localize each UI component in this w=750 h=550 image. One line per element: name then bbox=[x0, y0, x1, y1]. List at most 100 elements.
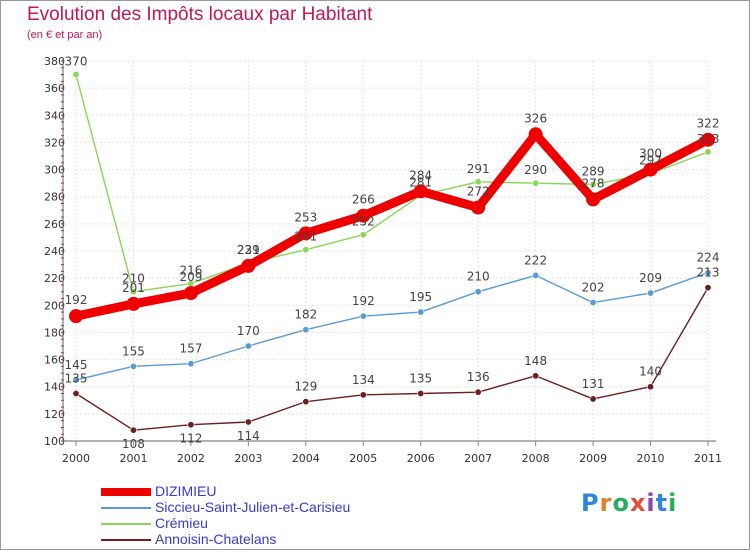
x-tick-label: 2004 bbox=[292, 452, 320, 465]
x-tick-label: 2008 bbox=[522, 452, 550, 465]
data-label-3: 134 bbox=[352, 373, 375, 387]
x-tick-label: 2006 bbox=[407, 452, 435, 465]
data-point-3 bbox=[704, 284, 712, 292]
data-label-3: 135 bbox=[409, 372, 432, 386]
data-point-3 bbox=[129, 426, 137, 434]
x-tick-label: 2003 bbox=[234, 452, 262, 465]
data-point-2 bbox=[359, 231, 367, 239]
series-line-0 bbox=[71, 129, 713, 321]
data-label-0: 284 bbox=[409, 168, 432, 182]
line-chart: 100 120 140 160 180 200 220 240 260 280 300 320 340 3… bbox=[44, 55, 722, 465]
data-label-0: 266 bbox=[352, 193, 375, 207]
data-point-3 bbox=[647, 383, 655, 391]
data-point-0 bbox=[528, 127, 543, 142]
data-point-2 bbox=[704, 148, 712, 156]
proxiti-logo: Proxiti bbox=[581, 489, 677, 517]
data-label-2: 313 bbox=[697, 132, 720, 146]
data-point-3 bbox=[187, 421, 195, 429]
data-point-0 bbox=[643, 162, 658, 177]
data-point-3 bbox=[302, 398, 310, 406]
data-label-3: 114 bbox=[237, 429, 260, 443]
data-point-3 bbox=[244, 418, 252, 426]
series-line-3 bbox=[75, 286, 709, 431]
data-label-1: 157 bbox=[179, 342, 202, 356]
data-point-1 bbox=[244, 342, 252, 350]
legend-label: Siccieu-Saint-Julien-et-Carisieu bbox=[155, 499, 351, 515]
legend-label: DIZIMIEU bbox=[155, 483, 217, 499]
data-point-0 bbox=[356, 208, 371, 223]
data-label-1: 182 bbox=[294, 308, 317, 322]
x-tick-label: 2010 bbox=[637, 452, 665, 465]
y-tick-label: 340 bbox=[44, 109, 65, 122]
x-tick-label: 2000 bbox=[62, 452, 90, 465]
legend-swatch bbox=[101, 523, 151, 525]
data-label-layer: 135 108 112 114 129 134 135 136 148 131 140 213 145 1… bbox=[65, 55, 720, 452]
y-tick-label: 140 bbox=[44, 381, 65, 394]
logo-letter: x bbox=[629, 489, 647, 517]
data-point-1 bbox=[532, 271, 540, 279]
data-point-1 bbox=[417, 308, 425, 316]
data-label-1: 155 bbox=[122, 344, 145, 358]
legend-swatch bbox=[101, 539, 151, 541]
data-point-0 bbox=[413, 184, 428, 199]
data-label-0: 278 bbox=[582, 176, 605, 190]
data-point-3 bbox=[474, 388, 482, 396]
chart-title: Evolution des Impôts locaux par Habitant bbox=[27, 4, 373, 25]
data-label-3: 140 bbox=[639, 365, 662, 379]
data-point-3 bbox=[72, 389, 80, 397]
logo-letter: o bbox=[612, 489, 630, 517]
data-point-1 bbox=[589, 299, 597, 307]
data-label-0: 229 bbox=[237, 243, 260, 257]
data-point-1 bbox=[704, 269, 712, 277]
data-point-0 bbox=[586, 192, 601, 207]
data-point-1 bbox=[474, 288, 482, 296]
logo-letter: i bbox=[646, 489, 656, 517]
data-point-0 bbox=[701, 132, 715, 147]
x-tick-label: 2001 bbox=[119, 452, 147, 465]
data-label-1: 210 bbox=[467, 270, 490, 284]
series-layer bbox=[69, 71, 715, 434]
data-label-3: 131 bbox=[582, 377, 605, 391]
data-label-0: 300 bbox=[639, 147, 662, 161]
data-label-3: 112 bbox=[179, 432, 202, 446]
y-tick-label: 160 bbox=[44, 354, 65, 367]
y-tick-label: 380 bbox=[44, 55, 65, 68]
series-line-2 bbox=[75, 73, 709, 293]
data-point-3 bbox=[417, 389, 425, 397]
x-tick-label: 2011 bbox=[694, 452, 722, 465]
y-tick-label: 300 bbox=[44, 164, 65, 177]
data-label-0: 322 bbox=[697, 117, 720, 131]
y-tick-label: 100 bbox=[44, 435, 65, 448]
x-tick-label: 2002 bbox=[177, 452, 205, 465]
data-label-2: 291 bbox=[467, 162, 490, 176]
data-label-0: 272 bbox=[467, 185, 490, 199]
data-point-3 bbox=[532, 372, 540, 380]
data-point-1 bbox=[647, 289, 655, 297]
chart-subtitle: (en € et par an) bbox=[27, 29, 103, 41]
data-label-2: 281 bbox=[409, 175, 432, 189]
data-label-2: 216 bbox=[179, 264, 202, 278]
y-tick-label: 360 bbox=[44, 82, 65, 95]
data-label-1: 209 bbox=[639, 271, 662, 285]
x-tick-label: 2007 bbox=[464, 452, 492, 465]
y-tick-label: 120 bbox=[44, 408, 65, 421]
legend-label: Annoisin-Chatelans bbox=[155, 531, 277, 547]
data-label-3: 135 bbox=[65, 372, 88, 386]
legend-label: Crémieu bbox=[155, 515, 208, 531]
x-tick-label: 2005 bbox=[349, 452, 377, 465]
data-label-1: 145 bbox=[65, 358, 88, 372]
y-tick-label: 200 bbox=[44, 299, 65, 312]
data-label-1: 222 bbox=[524, 253, 547, 267]
data-label-1: 195 bbox=[409, 290, 432, 304]
y-tick-label: 220 bbox=[44, 272, 65, 285]
data-label-2: 370 bbox=[65, 55, 88, 69]
data-point-0 bbox=[298, 226, 313, 241]
data-label-1: 224 bbox=[697, 251, 720, 265]
data-point-0 bbox=[126, 296, 141, 311]
data-label-2: 231 bbox=[237, 243, 260, 257]
data-label-2: 297 bbox=[639, 154, 662, 168]
data-point-2 bbox=[589, 181, 597, 189]
data-label-1: 202 bbox=[582, 281, 605, 295]
data-point-1 bbox=[187, 360, 195, 368]
